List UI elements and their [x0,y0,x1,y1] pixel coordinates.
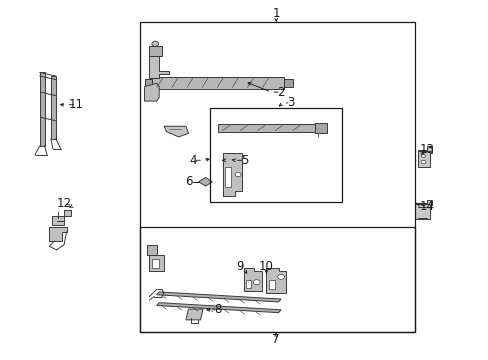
Polygon shape [223,157,234,164]
Polygon shape [149,255,163,271]
Polygon shape [222,153,242,196]
Circle shape [421,154,425,157]
Text: 9: 9 [235,260,243,273]
Text: 14: 14 [419,201,434,213]
Bar [268,280,274,289]
Text: 12: 12 [57,197,71,210]
Polygon shape [149,56,168,78]
Circle shape [235,172,241,177]
Circle shape [420,160,425,164]
Text: 6: 6 [184,175,192,188]
Polygon shape [144,79,152,87]
Polygon shape [152,77,283,89]
Polygon shape [163,126,188,137]
Text: 13: 13 [419,143,434,156]
Polygon shape [51,76,56,139]
Text: 2: 2 [277,86,284,99]
Polygon shape [417,146,431,153]
Text: 10: 10 [259,260,273,273]
Text: 11: 11 [69,98,83,111]
Polygon shape [52,211,71,225]
Bar [152,259,158,268]
Polygon shape [149,45,161,56]
Text: 5: 5 [240,154,248,167]
Polygon shape [244,268,261,291]
Circle shape [253,280,260,285]
Polygon shape [315,123,327,134]
Text: 3: 3 [286,96,294,109]
Bar [210,108,341,202]
Text: 8: 8 [214,303,221,316]
Polygon shape [157,303,281,313]
Polygon shape [417,151,429,167]
Bar [245,280,250,288]
Polygon shape [147,244,157,255]
Polygon shape [49,226,66,241]
Polygon shape [40,72,44,146]
Polygon shape [144,83,159,101]
Polygon shape [414,204,429,220]
Polygon shape [185,309,203,320]
Polygon shape [217,125,315,132]
Text: 4: 4 [189,154,197,167]
Polygon shape [266,268,285,293]
Polygon shape [283,79,293,87]
Circle shape [277,274,284,279]
Text: 1: 1 [272,7,279,20]
Polygon shape [198,177,212,186]
Circle shape [152,41,158,46]
Polygon shape [414,200,431,205]
Polygon shape [157,292,281,302]
Bar [224,167,230,187]
Bar [140,226,414,332]
Text: 7: 7 [272,333,279,346]
Bar [140,22,414,332]
